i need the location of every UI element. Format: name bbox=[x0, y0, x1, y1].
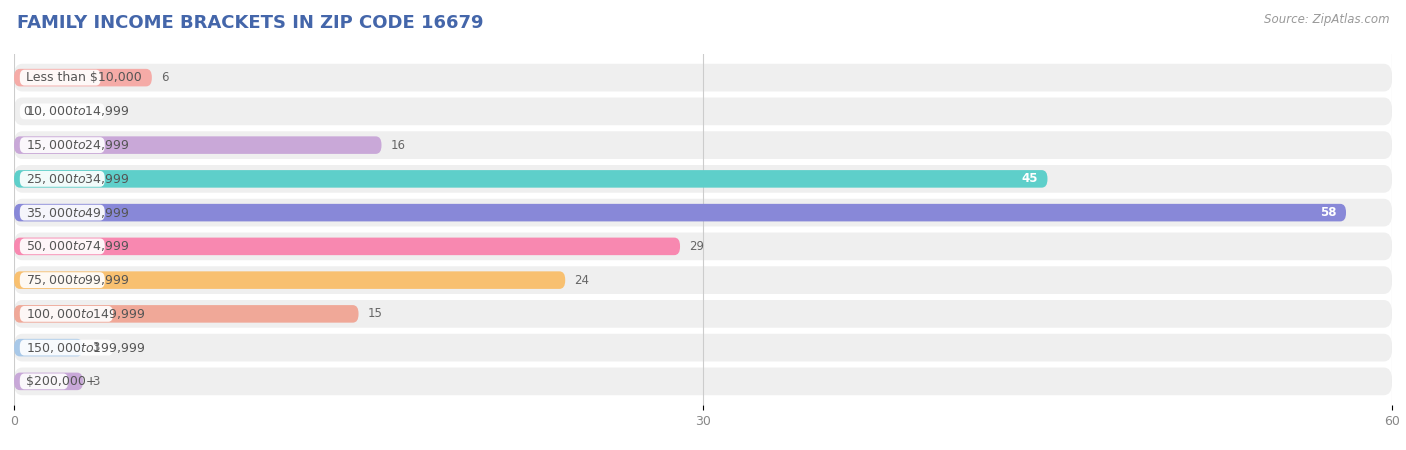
Text: Less than $10,000: Less than $10,000 bbox=[25, 71, 141, 84]
FancyBboxPatch shape bbox=[14, 305, 359, 323]
Text: $15,000 to $24,999: $15,000 to $24,999 bbox=[25, 138, 129, 152]
Text: 58: 58 bbox=[1320, 206, 1337, 219]
FancyBboxPatch shape bbox=[14, 238, 681, 255]
Text: 16: 16 bbox=[391, 139, 406, 152]
FancyBboxPatch shape bbox=[20, 70, 101, 86]
FancyBboxPatch shape bbox=[14, 266, 1392, 294]
FancyBboxPatch shape bbox=[14, 271, 565, 289]
Text: 0: 0 bbox=[24, 105, 31, 118]
FancyBboxPatch shape bbox=[14, 368, 1392, 395]
Text: $10,000 to $14,999: $10,000 to $14,999 bbox=[25, 104, 129, 118]
FancyBboxPatch shape bbox=[14, 334, 1392, 361]
Text: 15: 15 bbox=[368, 307, 382, 320]
Text: $50,000 to $74,999: $50,000 to $74,999 bbox=[25, 239, 129, 253]
Text: Source: ZipAtlas.com: Source: ZipAtlas.com bbox=[1264, 14, 1389, 27]
FancyBboxPatch shape bbox=[14, 69, 152, 86]
FancyBboxPatch shape bbox=[20, 238, 105, 254]
Text: 29: 29 bbox=[689, 240, 704, 253]
FancyBboxPatch shape bbox=[14, 64, 1392, 91]
FancyBboxPatch shape bbox=[14, 199, 1392, 226]
Text: $35,000 to $49,999: $35,000 to $49,999 bbox=[25, 206, 129, 220]
Text: 6: 6 bbox=[162, 71, 169, 84]
Text: $150,000 to $199,999: $150,000 to $199,999 bbox=[25, 341, 145, 355]
FancyBboxPatch shape bbox=[20, 205, 105, 220]
FancyBboxPatch shape bbox=[14, 300, 1392, 328]
FancyBboxPatch shape bbox=[14, 233, 1392, 260]
Text: $100,000 to $149,999: $100,000 to $149,999 bbox=[25, 307, 145, 321]
FancyBboxPatch shape bbox=[14, 165, 1392, 193]
FancyBboxPatch shape bbox=[20, 306, 112, 322]
Text: 3: 3 bbox=[93, 375, 100, 388]
FancyBboxPatch shape bbox=[14, 170, 1047, 188]
Text: $200,000+: $200,000+ bbox=[25, 375, 96, 388]
Text: $75,000 to $99,999: $75,000 to $99,999 bbox=[25, 273, 129, 287]
FancyBboxPatch shape bbox=[20, 137, 105, 153]
FancyBboxPatch shape bbox=[14, 98, 1392, 125]
FancyBboxPatch shape bbox=[20, 272, 105, 288]
FancyBboxPatch shape bbox=[14, 204, 1346, 221]
FancyBboxPatch shape bbox=[14, 136, 381, 154]
FancyBboxPatch shape bbox=[20, 171, 105, 187]
Text: 45: 45 bbox=[1022, 172, 1038, 185]
FancyBboxPatch shape bbox=[20, 374, 67, 389]
FancyBboxPatch shape bbox=[14, 373, 83, 390]
Text: 24: 24 bbox=[575, 274, 589, 287]
FancyBboxPatch shape bbox=[20, 340, 112, 356]
FancyBboxPatch shape bbox=[14, 131, 1392, 159]
Text: 3: 3 bbox=[93, 341, 100, 354]
FancyBboxPatch shape bbox=[14, 339, 83, 356]
FancyBboxPatch shape bbox=[20, 104, 105, 119]
Text: FAMILY INCOME BRACKETS IN ZIP CODE 16679: FAMILY INCOME BRACKETS IN ZIP CODE 16679 bbox=[17, 14, 484, 32]
Text: $25,000 to $34,999: $25,000 to $34,999 bbox=[25, 172, 129, 186]
